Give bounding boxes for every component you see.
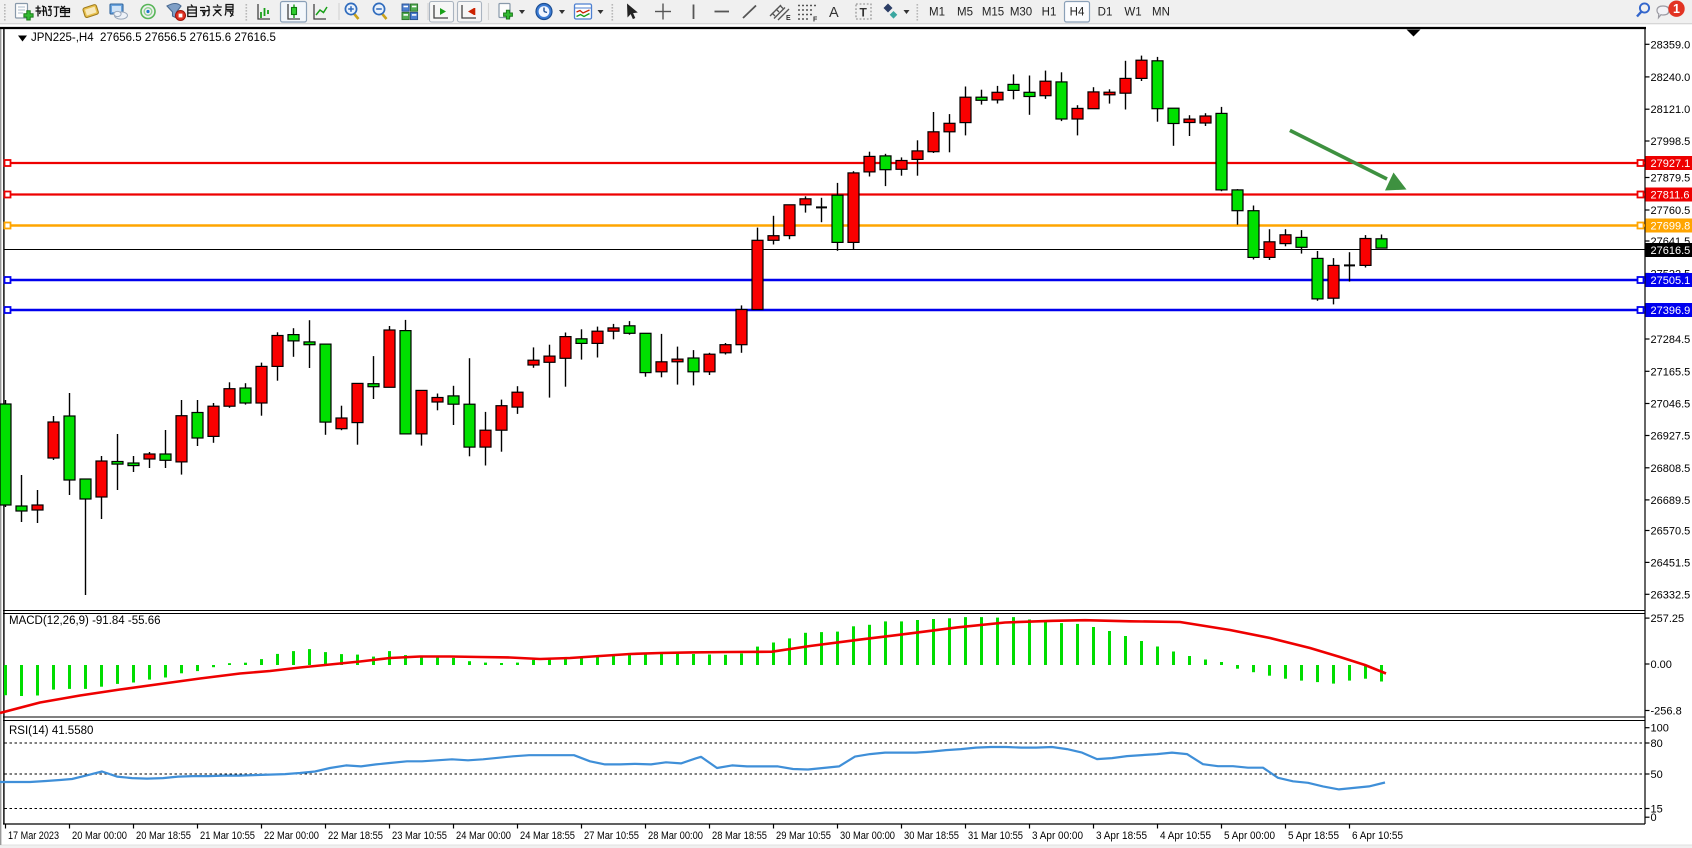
svg-text:27284.5: 27284.5	[1651, 334, 1691, 346]
svg-text:30 Mar 00:00: 30 Mar 00:00	[840, 830, 895, 842]
svg-text:W1: W1	[1124, 7, 1141, 19]
svg-text:24 Mar 18:55: 24 Mar 18:55	[520, 830, 575, 842]
svg-text:1: 1	[1673, 2, 1680, 16]
svg-text:4 Apr 10:55: 4 Apr 10:55	[1160, 830, 1211, 842]
svg-text:26451.5: 26451.5	[1651, 557, 1691, 569]
svg-text:27396.9: 27396.9	[1651, 305, 1691, 317]
svg-text:T: T	[860, 6, 868, 20]
svg-text:257.25: 257.25	[1651, 613, 1685, 625]
svg-text:3 Apr 00:00: 3 Apr 00:00	[1032, 830, 1083, 842]
svg-text:28240.0: 28240.0	[1651, 72, 1691, 84]
svg-text:RSI(14) 41.5580: RSI(14) 41.5580	[9, 725, 93, 737]
svg-text:H1: H1	[1042, 7, 1057, 19]
svg-text:27046.5: 27046.5	[1651, 399, 1691, 411]
svg-text:5 Apr 00:00: 5 Apr 00:00	[1224, 830, 1275, 842]
svg-text:5 Apr 18:55: 5 Apr 18:55	[1288, 830, 1339, 842]
svg-text:M30: M30	[1010, 7, 1032, 19]
svg-text:M15: M15	[982, 7, 1004, 19]
svg-text:29 Mar 10:55: 29 Mar 10:55	[776, 830, 831, 842]
svg-text:15: 15	[1651, 804, 1663, 816]
svg-text:26570.5: 26570.5	[1651, 526, 1691, 538]
svg-text:JPN225-,H4 27656.5 27656.5 27: JPN225-,H4 27656.5 27656.5 27615.6 27616…	[31, 32, 276, 44]
svg-text:28 Mar 18:55: 28 Mar 18:55	[712, 830, 767, 842]
svg-text:3 Apr 18:55: 3 Apr 18:55	[1096, 830, 1147, 842]
svg-text:50: 50	[1651, 769, 1663, 781]
svg-text:100: 100	[1651, 723, 1669, 735]
svg-text:A: A	[829, 5, 839, 21]
svg-text:26927.5: 26927.5	[1651, 431, 1691, 443]
svg-text:27927.1: 27927.1	[1651, 158, 1691, 170]
svg-text:MN: MN	[1152, 7, 1170, 19]
svg-text:28 Mar 00:00: 28 Mar 00:00	[648, 830, 703, 842]
svg-text:26689.5: 26689.5	[1651, 495, 1691, 507]
svg-text:30 Mar 18:55: 30 Mar 18:55	[904, 830, 959, 842]
svg-text:0: 0	[1651, 812, 1657, 824]
svg-text:21 Mar 10:55: 21 Mar 10:55	[200, 830, 255, 842]
svg-text:27879.5: 27879.5	[1651, 173, 1691, 185]
svg-text:M1: M1	[929, 7, 945, 19]
svg-text:D1: D1	[1098, 7, 1113, 19]
svg-text:27505.1: 27505.1	[1651, 275, 1691, 287]
svg-text:27760.5: 27760.5	[1651, 205, 1691, 217]
svg-text:27616.5: 27616.5	[1651, 245, 1691, 257]
svg-text:0.00: 0.00	[1651, 659, 1672, 671]
svg-text:22 Mar 18:55: 22 Mar 18:55	[328, 830, 383, 842]
svg-text:6 Apr 10:55: 6 Apr 10:55	[1352, 830, 1403, 842]
svg-text:-256.8: -256.8	[1651, 706, 1682, 718]
svg-text:20 Mar 00:00: 20 Mar 00:00	[72, 830, 127, 842]
svg-text:27811.6: 27811.6	[1651, 190, 1690, 202]
svg-text:MACD(12,26,9) -91.84 -55.66: MACD(12,26,9) -91.84 -55.66	[9, 615, 161, 627]
svg-text:28121.0: 28121.0	[1651, 104, 1691, 116]
svg-text:H4: H4	[1070, 7, 1085, 19]
svg-text:26808.5: 26808.5	[1651, 463, 1691, 475]
svg-text:22 Mar 00:00: 22 Mar 00:00	[264, 830, 319, 842]
svg-text:80: 80	[1651, 738, 1663, 750]
svg-text:28359.0: 28359.0	[1651, 39, 1691, 51]
svg-text:26332.5: 26332.5	[1651, 589, 1691, 601]
svg-text:27699.8: 27699.8	[1651, 221, 1691, 233]
svg-text:24 Mar 00:00: 24 Mar 00:00	[456, 830, 511, 842]
svg-text:E: E	[786, 15, 791, 22]
svg-text:27998.5: 27998.5	[1651, 136, 1691, 148]
svg-text:F: F	[813, 17, 818, 24]
svg-text:31 Mar 10:55: 31 Mar 10:55	[968, 830, 1023, 842]
svg-text:27165.5: 27165.5	[1651, 366, 1691, 378]
svg-text:23 Mar 10:55: 23 Mar 10:55	[392, 830, 447, 842]
svg-text:27 Mar 10:55: 27 Mar 10:55	[584, 830, 639, 842]
svg-text:20 Mar 18:55: 20 Mar 18:55	[136, 830, 191, 842]
svg-text:17 Mar 2023: 17 Mar 2023	[8, 830, 59, 842]
svg-text:M5: M5	[957, 7, 973, 19]
